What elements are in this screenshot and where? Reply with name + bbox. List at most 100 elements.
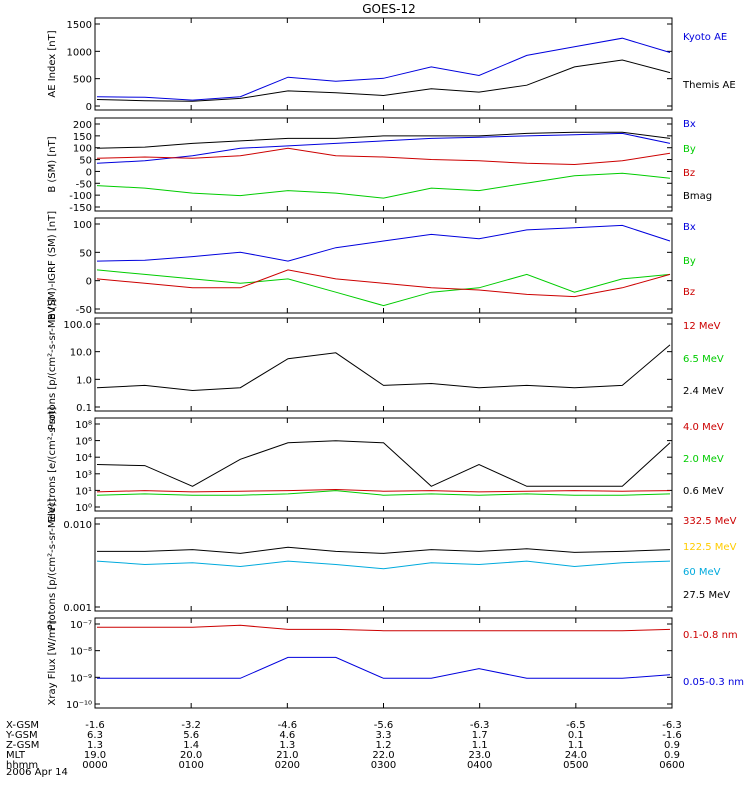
legend-entry: By <box>683 144 696 155</box>
ephemeris-value: 20.0 <box>180 750 202 761</box>
legend-entry: 0.6 MeV <box>683 486 724 497</box>
ephemeris-value: -6.3 <box>470 720 490 731</box>
y-tick-label: 10⁴ <box>75 453 92 464</box>
ephemeris-value: 3.3 <box>376 730 392 741</box>
legend-entry: 6.5 MeV <box>683 354 724 365</box>
legend-entry: Bz <box>683 168 695 179</box>
ephemeris-value: -1.6 <box>662 730 682 741</box>
y-tick-label: 0 <box>86 167 92 178</box>
legend-entry: Themis AE <box>682 80 736 91</box>
panel-frame <box>94 317 673 412</box>
y-tick-label: 10⁻¹⁰ <box>66 700 92 711</box>
legend-entry: 0.1-0.8 nm <box>683 630 738 641</box>
y-tick-label: 200 <box>73 120 92 131</box>
ephemeris-value: 1.1 <box>568 740 584 751</box>
y-tick-label: 10.0 <box>70 348 92 359</box>
y-tick-label: 50 <box>79 248 92 259</box>
ephemeris-value: 4.6 <box>279 730 295 741</box>
panel-5: 10⁸ 10⁶ 10⁴ 10³ 10¹ 10⁰ Electrons [e/(cm²-s-sr… <box>47 407 724 523</box>
date-label: 2006 Apr 14 <box>6 767 68 778</box>
y-axis-label: Xray Flux [W/m²] <box>47 620 58 705</box>
y-tick-label: 150 <box>73 132 92 143</box>
y-tick-label: 10⁰ <box>75 503 92 514</box>
series-line-2-0-mev <box>96 490 671 496</box>
panel-frame <box>94 217 673 314</box>
ephemeris-value: 0400 <box>467 760 492 771</box>
y-tick-label: 10⁻⁷ <box>70 620 92 631</box>
y-tick-label: 1000 <box>67 47 92 58</box>
y-tick-label: 0.010 <box>63 520 92 531</box>
y-tick-label: -50 <box>76 305 92 316</box>
ephemeris-value: -4.6 <box>278 720 298 731</box>
ephemeris-value: 6.3 <box>87 730 103 741</box>
series-line-0-05-0-3-nm <box>97 656 671 679</box>
ephemeris-row-label: Y-GSM <box>5 730 38 741</box>
series-line-0-1-0-8-nm <box>97 624 671 632</box>
ephemeris-value: 0.9 <box>664 740 680 751</box>
series-line-bz <box>96 147 671 166</box>
ephemeris-row-label: hhmm <box>6 760 38 771</box>
legend-entry: 122.5 MeV <box>683 542 737 553</box>
series-line-bz <box>96 269 671 298</box>
panel-3: 100 50 0 -50 B (SM)-IGRF (SM) [nT] Bx By Bz <box>47 211 696 320</box>
legend-entry: Bx <box>683 222 696 233</box>
y-tick-label: 1.0 <box>76 375 92 386</box>
y-tick-label: -50 <box>76 179 92 190</box>
legend-entry: Kyoto AE <box>683 32 727 43</box>
series-line-60-mev <box>96 560 671 570</box>
series-line-2-4-mev <box>96 344 671 392</box>
legend-entry: Bmag <box>683 191 712 202</box>
ephemeris-value: 0.1 <box>568 730 584 741</box>
y-tick-label: 100 <box>73 144 92 155</box>
ephemeris-row-label: MLT <box>6 750 26 761</box>
ephemeris-value: 22.0 <box>372 750 394 761</box>
ephemeris-value: 1.7 <box>472 730 488 741</box>
ephemeris-value: 24.0 <box>565 750 587 761</box>
ephemeris-value: 23.0 <box>469 750 491 761</box>
legend-entry: 4.0 MeV <box>683 422 724 433</box>
y-tick-label: 1500 <box>67 20 92 31</box>
ephemeris-value: 0500 <box>563 760 588 771</box>
series-line-bx <box>96 224 671 262</box>
legend-entry: Bz <box>683 287 695 298</box>
legend-entry: 0.05-0.3 nm <box>683 677 744 688</box>
legend-entry: 332.5 MeV <box>683 516 737 527</box>
y-tick-label: 10⁻⁹ <box>70 673 92 684</box>
y-tick-label: 50 <box>79 156 92 167</box>
series-line-by <box>96 172 671 199</box>
y-axis-label: Protons [p/(cm²-s-sr-MeV)] <box>47 499 58 631</box>
panel-frame <box>94 617 673 709</box>
series-line-kyoto-ae <box>96 37 671 101</box>
legend-entry: By <box>683 256 696 267</box>
ephemeris-value: 1.3 <box>87 740 103 751</box>
series-line-bmag <box>96 131 671 149</box>
ephemeris-value: 0200 <box>275 760 300 771</box>
y-tick-label: 0 <box>86 102 92 113</box>
y-tick-label: 0 <box>86 277 92 288</box>
plot-title: GOES-12 <box>362 2 416 16</box>
ephemeris-value: 0100 <box>178 760 203 771</box>
legend-entry: 12 MeV <box>683 321 721 332</box>
legend-entry: 60 MeV <box>683 567 721 578</box>
y-axis-label: Protons [p/(cm²-s-sr-MeV)] <box>47 299 58 431</box>
y-tick-label: -100 <box>69 191 92 202</box>
y-tick-label: -150 <box>69 203 92 214</box>
panel-frame <box>94 417 673 512</box>
ephemeris-value: 0000 <box>82 760 107 771</box>
series-line-by <box>96 269 671 307</box>
y-tick-label: 0.001 <box>63 603 92 614</box>
y-axis-label: AE Index [nT] <box>47 30 58 97</box>
y-axis-label: B (SM)-IGRF (SM) [nT] <box>47 211 58 320</box>
y-tick-label: 10⁸ <box>75 420 92 431</box>
panel-frame <box>94 17 673 111</box>
ephemeris-value: -1.6 <box>85 720 105 731</box>
series-line-bx <box>96 132 671 164</box>
ephemeris-value: -6.5 <box>566 720 586 731</box>
legend-entry: 2.4 MeV <box>683 386 724 397</box>
ephemeris-value: 1.2 <box>376 740 392 751</box>
ephemeris-value: 0.9 <box>664 750 680 761</box>
y-axis-label: B (SM) [nT] <box>47 136 58 192</box>
ephemeris-value: -3.2 <box>181 720 201 731</box>
